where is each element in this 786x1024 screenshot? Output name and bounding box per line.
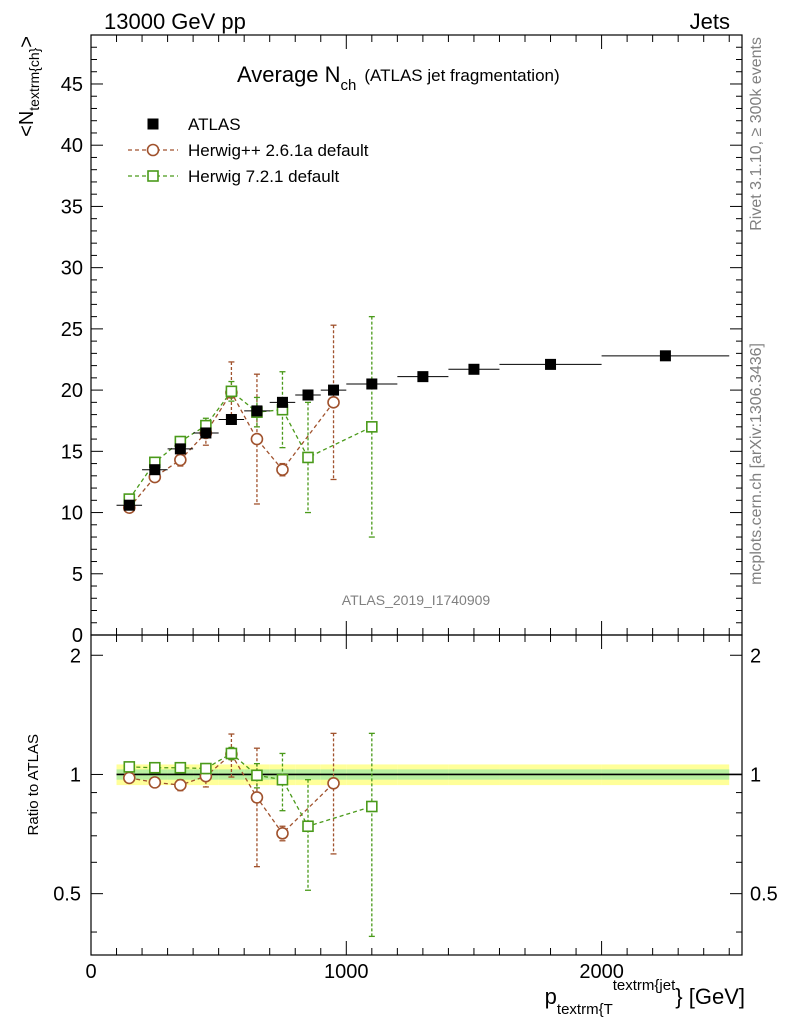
chart-title-main: Average N (237, 62, 341, 87)
header-energy: 13000 GeV pp (104, 9, 246, 34)
xlabel-main: p (545, 984, 557, 1009)
main-ytick-label: 15 (61, 441, 83, 463)
ratio-ytick-label-right: 1 (750, 764, 761, 786)
herwig7-main-point (225, 385, 238, 398)
herwig7-ratio-point (251, 769, 263, 782)
analysis-id-label: ATLAS_2019_I1740909 (342, 592, 491, 608)
legend-label: Herwig++ 2.6.1a default (188, 141, 369, 160)
legend-marker (146, 143, 160, 157)
herwig7-main-point (366, 421, 378, 433)
legend: ATLAS Herwig++ 2.6.1a default Herwig 7.2.1… (128, 115, 369, 186)
herwig7-ratio-point (200, 762, 212, 775)
atlas-point (200, 427, 212, 439)
atlas-point (468, 363, 480, 375)
rivet-version-label: Rivet 3.1.10, ≥ 300k events (748, 37, 765, 231)
main-ylabel-main: <N (16, 111, 38, 137)
main-ytick-label: 45 (61, 74, 83, 96)
herwigpp-main-point (174, 453, 187, 467)
main-ytick-label: 20 (61, 380, 83, 402)
atlas-point (149, 464, 161, 476)
atlas-point (328, 384, 340, 396)
xlabel-sup: textrm{jet (613, 977, 676, 994)
herwig7-ratio-point (302, 820, 314, 833)
herwigpp-ratio-point (122, 771, 136, 785)
atlas-point (251, 405, 263, 417)
main-ytick-label: 25 (61, 319, 83, 341)
herwigpp-ratio-point (174, 778, 187, 792)
ratio-ytick-label-right: 0.5 (750, 884, 778, 906)
ratio-ylabel: Ratio to ATLAS (25, 734, 42, 835)
main-ytick-label: 5 (72, 564, 83, 586)
main-ylabel: <Ntextrm{ch}> (16, 36, 42, 137)
ratio-ytick-label: 2 (70, 645, 81, 667)
xlabel: ptextrm{Ttextrm{jet} [GeV] (545, 977, 745, 1018)
herwigpp-ratio-point (250, 791, 264, 804)
ratio-ytick-label-right: 2 (750, 645, 761, 667)
xtick-label: 0 (85, 961, 96, 983)
legend-label: ATLAS (188, 115, 241, 134)
herwigpp-ratio-point (276, 827, 289, 840)
xtick-label: 2000 (579, 961, 624, 983)
legend-marker (147, 118, 159, 130)
main-ytick-label: 10 (61, 503, 83, 525)
herwig7-ratio-line (129, 752, 373, 828)
atlas-point (366, 378, 378, 390)
main-ylabel-end: > (16, 36, 38, 48)
ratio-panel: 0 1000 2000 0.5 0.5 1 1 2 2 (53, 634, 778, 983)
legend-label: Herwig 7.2.1 default (188, 167, 339, 186)
herwigpp-main-point (327, 396, 340, 409)
atlas-point (302, 389, 314, 401)
xlabel-sub: textrm{T (557, 1001, 613, 1018)
atlas-point (659, 350, 671, 362)
atlas-point (174, 443, 186, 455)
atlas-point (123, 499, 135, 511)
herwig7-ratio-point (225, 747, 238, 760)
main-ytick-label: 0 (72, 625, 83, 647)
xlabel-end: } [GeV] (675, 984, 745, 1009)
ratio-ytick-label: 0.5 (53, 884, 81, 906)
main-panel: 0 5 10 15 20 25 30 35 40 45 (61, 34, 743, 647)
atlas-point (225, 413, 237, 425)
atlas-point (276, 396, 288, 408)
herwigpp-ratio-point (148, 776, 162, 789)
herwig7-ratio-point (123, 761, 136, 773)
legend-marker (147, 170, 159, 182)
main-ytick-label: 40 (61, 135, 83, 157)
herwig7-ratio-point (366, 800, 378, 813)
main-ylabel-sub: textrm{ch} (26, 47, 42, 110)
chart-title-rest: (ATLAS jet fragmentation) (364, 66, 559, 85)
main-ytick-label: 35 (61, 196, 83, 218)
ratio-ytick-label: 1 (70, 764, 81, 786)
header-observable: Jets (690, 9, 730, 34)
herwig7-main-point (302, 451, 314, 464)
chart-title-sub: ch (341, 77, 357, 94)
chart-title: Average Nch (ATLAS jet fragmentation) (237, 62, 560, 94)
xtick-label: 1000 (324, 961, 369, 983)
main-ytick-label: 30 (61, 258, 83, 280)
herwigpp-main-point (276, 463, 289, 476)
herwigpp-ratio-point (327, 776, 340, 790)
mcplots-label: mcplots.cern.ch [arXiv:1306.3436] (748, 343, 765, 585)
atlas-point (417, 371, 429, 383)
herwig7-ratio-point (174, 761, 187, 774)
herwig7-ratio-point (276, 773, 289, 786)
herwig7-ratio-point (149, 761, 161, 774)
ratio-frame (90, 634, 743, 956)
herwigpp-main-point (250, 432, 264, 446)
atlas-point (545, 358, 557, 370)
